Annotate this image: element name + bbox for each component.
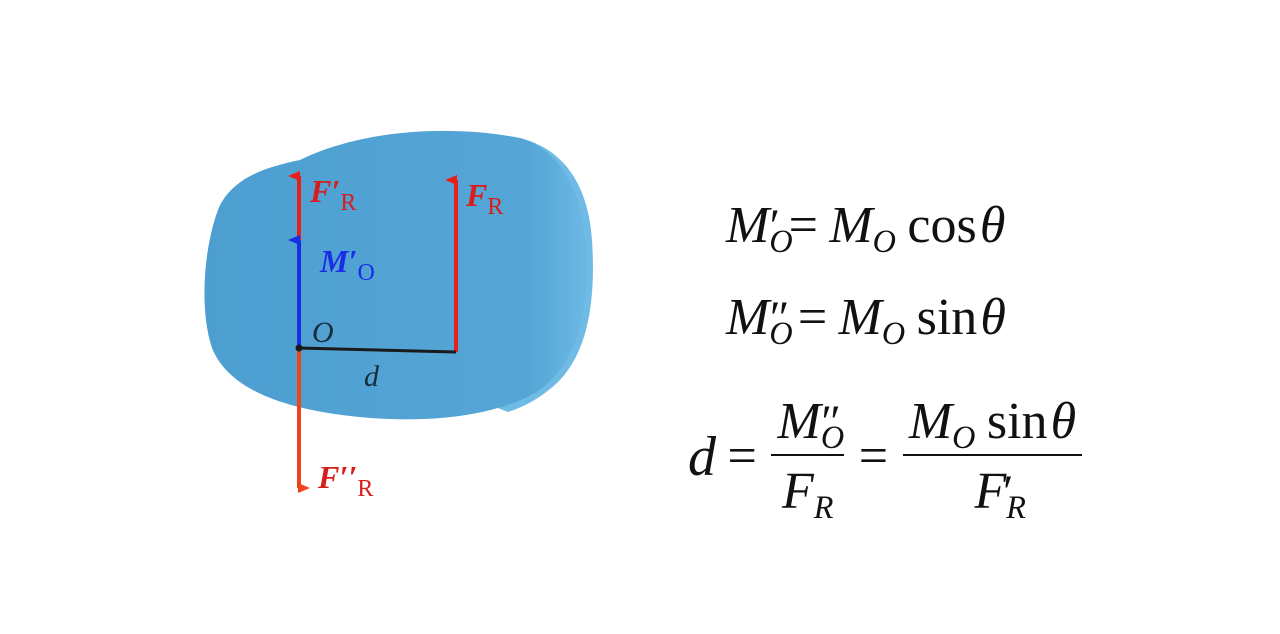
eq1-rhs: M: [829, 197, 873, 254]
f-double-prime-symbol: F′′: [317, 459, 357, 495]
eq1-lhs-mark: ′: [766, 200, 778, 253]
eq1-var: θ: [979, 197, 1006, 254]
frac2-num-sub: O: [952, 419, 976, 456]
eq1-equals: =: [788, 197, 818, 254]
point-o: [295, 344, 303, 352]
f-prime-subscript: R: [340, 190, 356, 216]
frac2-den-sub: R: [1006, 489, 1026, 526]
moment-label: M′O: [319, 243, 375, 286]
frac2-num: M: [908, 393, 953, 450]
rigid-body-shape: [204, 130, 587, 420]
frac1-den-sub: R: [813, 489, 834, 526]
frac2-var: θ: [1050, 393, 1077, 450]
eq2-lhs-mark: ″: [766, 292, 787, 345]
moment-symbol: M′: [319, 243, 357, 279]
eq2-rhs: M: [838, 289, 882, 346]
f-prime-label: F′R: [309, 173, 356, 216]
eq1-lhs-sub: O: [769, 223, 793, 260]
f-r-subscript: R: [487, 194, 503, 220]
frac1-num: M: [777, 393, 821, 450]
moment-subscript: O: [357, 260, 374, 286]
eq2-equals: =: [797, 289, 828, 346]
frac1-den: F: [782, 463, 814, 520]
frac2-bar: [902, 454, 1083, 456]
f-r-symbol: F: [465, 177, 487, 213]
frac1-bar: [771, 454, 845, 456]
f-r-label: FR: [465, 177, 503, 220]
f-double-prime-label: F′′R: [317, 459, 373, 502]
frac1-num-sub: O: [820, 419, 845, 456]
eq2-rhs-sub: O: [881, 315, 906, 352]
frac2-fn: sin: [986, 393, 1048, 450]
eq3-equals-1: =: [727, 428, 757, 485]
eq1-lhs: M: [726, 197, 770, 254]
eq2-lhs-sub: O: [769, 315, 793, 352]
distance-line: [298, 346, 457, 354]
eq2-lhs: M: [726, 289, 770, 346]
frac1-num-mark: ″: [818, 396, 838, 449]
eq2-var: θ: [980, 289, 1006, 346]
eq3-lhs: d: [688, 426, 716, 488]
frac2-den-mark: ′: [1000, 466, 1011, 519]
distance-label: d: [364, 360, 380, 393]
f-prime-symbol: F′: [309, 173, 340, 209]
frac2-den: F: [974, 463, 1007, 520]
f-double-prime-subscript: R: [357, 476, 373, 502]
eq1-fn: cos: [907, 197, 977, 254]
eq1-rhs-sub: O: [872, 223, 896, 260]
point-o-label: O: [312, 316, 334, 349]
eq2-fn: sin: [916, 289, 978, 346]
eq3-equals-2: =: [858, 428, 889, 485]
